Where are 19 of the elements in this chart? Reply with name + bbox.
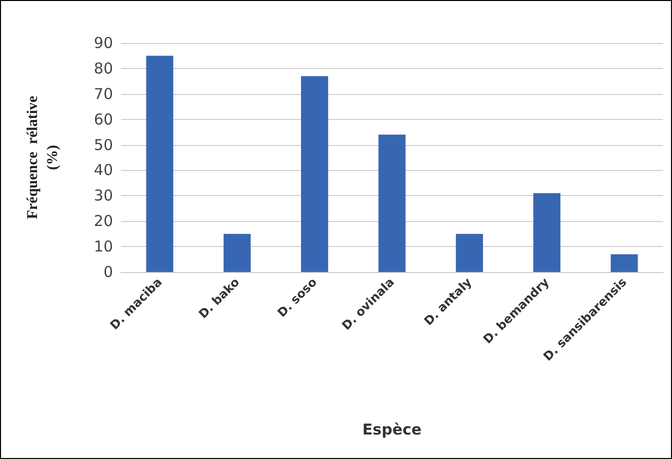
bar	[378, 134, 406, 272]
bar	[146, 56, 174, 272]
y-tick-label: 90	[94, 34, 113, 52]
y-tick-label: 60	[94, 110, 113, 128]
bar	[301, 76, 328, 272]
y-tick-label: 20	[94, 212, 113, 230]
y-axis-title: Fréquence rélative (%)	[25, 96, 61, 220]
bar	[224, 234, 251, 272]
y-tick-label: 70	[94, 84, 113, 103]
y-tick-label: 10	[94, 238, 113, 256]
y-tick-label: 0	[103, 263, 113, 281]
y-tick-label: 50	[94, 136, 113, 154]
y-tick-label: 80	[94, 59, 113, 78]
bar	[610, 254, 638, 272]
bar	[456, 234, 483, 272]
y-tick-label: 30	[94, 186, 113, 205]
x-axis-title: Espèce	[362, 420, 422, 438]
bar	[533, 193, 560, 272]
y-tick-label: 40	[94, 161, 113, 180]
